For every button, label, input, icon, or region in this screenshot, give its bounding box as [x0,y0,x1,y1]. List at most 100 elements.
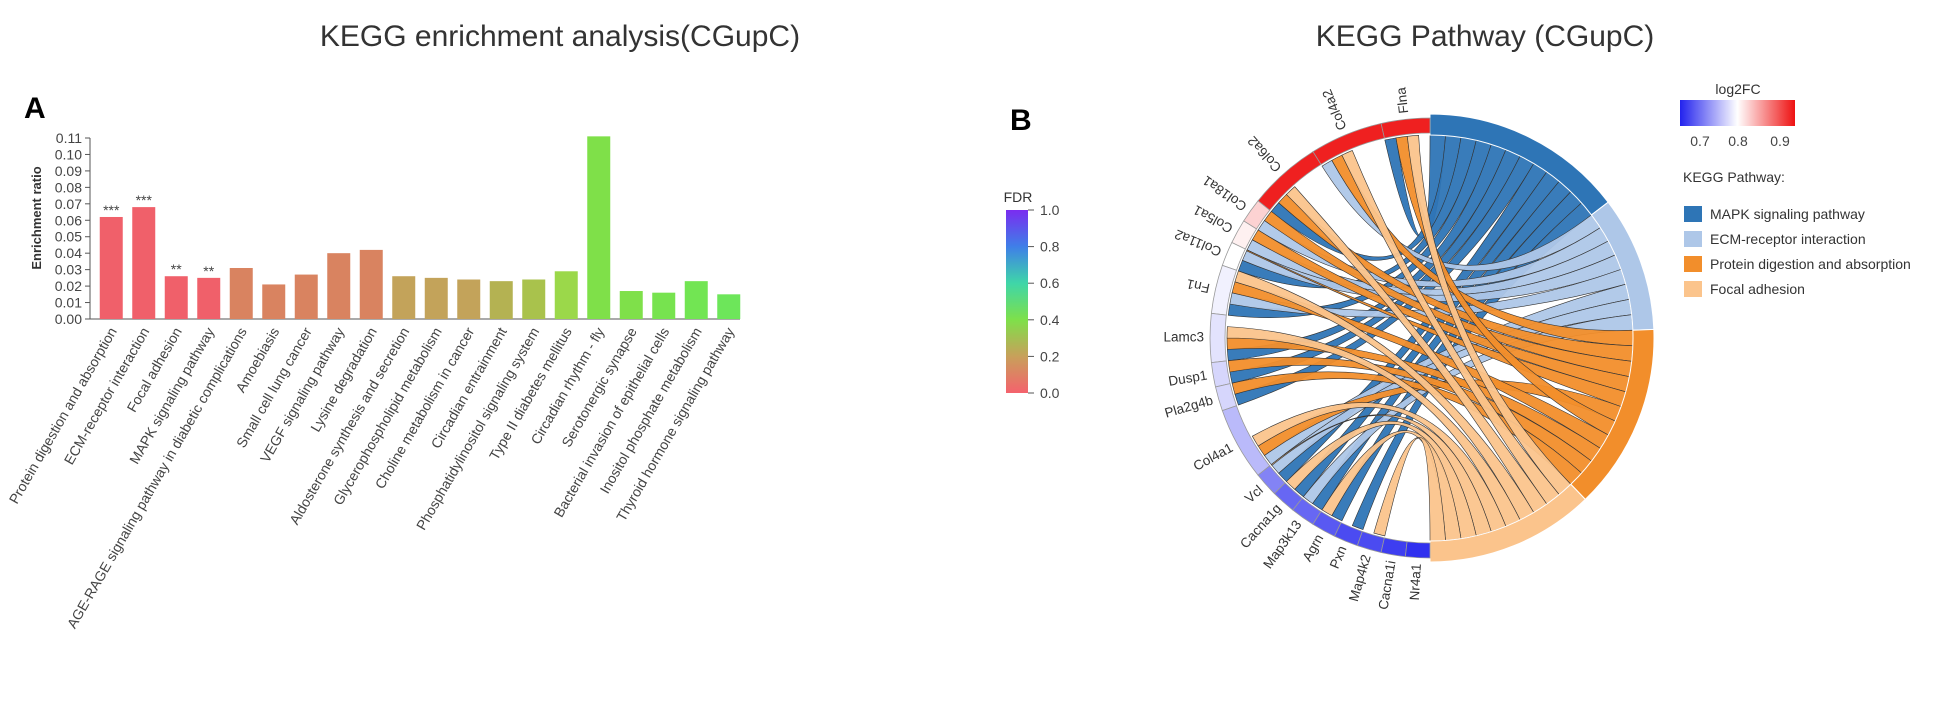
bar [327,253,351,319]
panel-a-title: KEGG enrichment analysis(CGupC) [320,20,800,53]
gene-label: Col4a1 [1191,440,1236,474]
y-tick-label: 0.00 [55,311,82,327]
fdr-tick-label: 0.4 [1040,312,1060,328]
gene-arc [1273,482,1303,511]
y-tick-label: 0.06 [55,212,82,228]
bar [164,276,188,319]
gene-label: Col5a1 [1191,202,1236,236]
chord-link [1286,186,1548,513]
bar [684,281,708,319]
gene-label: Flna [1393,86,1411,114]
gene-arc [1243,200,1271,230]
log2fc-legend-title: log2FC [1715,81,1760,97]
bar [392,276,416,319]
y-tick-label: 0.08 [55,179,82,195]
gene-label: Dusp1 [1167,368,1208,389]
gene-arc [1257,465,1286,495]
pathway-legend-swatch [1684,256,1702,272]
y-tick-label: 0.09 [55,163,82,179]
bar [717,294,741,319]
pathway-legend-swatch [1684,206,1702,222]
gene-arc [1312,123,1385,165]
pathway-legend-title: KEGG Pathway: [1683,169,1785,185]
pathway-legend-label: ECM-receptor interaction [1710,231,1866,247]
gene-label: Pla2g4b [1163,392,1215,420]
gene-arc [1215,383,1238,412]
gene-label: Col11a2 [1172,227,1223,260]
gene-label: Vcl [1242,482,1266,506]
gene-label: Nr4a1 [1407,563,1424,601]
gene-label: Col4a2 [1319,87,1349,132]
bar [522,279,546,319]
log2fc-tick-label: 0.8 [1728,133,1748,149]
log2fc-tick-label: 0.9 [1770,133,1790,149]
bar [99,216,123,319]
gene-arc [1380,117,1431,139]
chord-link [1373,437,1446,542]
chord-link [1406,135,1572,496]
gene-arc [1380,537,1408,558]
significance-label: *** [136,192,153,208]
y-tick-label: 0.11 [56,130,82,146]
bar [554,271,578,319]
gene-arc [1404,541,1431,559]
y-tick-label: 0.02 [55,278,82,294]
log2fc-legend-ticks: 0.7 0.8 0.9 [1690,133,1790,149]
gene-label: Cacna1i [1376,559,1399,610]
y-tick-label: 0.01 [55,295,82,311]
gene-arc [1292,497,1322,525]
gene-label: Lamc3 [1163,330,1204,345]
fdr-tick-label: 0.2 [1040,348,1060,364]
bar [132,207,156,319]
chord-link [1395,135,1616,436]
y-tick-label: 0.04 [55,245,82,261]
pathway-legend-swatch [1684,231,1702,247]
bar [294,274,318,319]
bar [229,267,253,319]
y-tick-label: 0.05 [55,229,82,245]
significance-label: ** [171,261,182,277]
bar [457,279,481,319]
panel-b-letter: B [1010,104,1032,137]
bar [489,281,513,319]
gene-arc [1221,405,1271,476]
chord-link [1341,150,1560,505]
gene-arc [1210,360,1231,388]
y-tick-label: 0.07 [55,196,82,212]
significance-label: ** [203,263,214,279]
gene-arc [1334,522,1363,547]
pathway-legend-label: MAPK signaling pathway [1710,206,1865,222]
fdr-colorbar-ticks: 1.0 0.8 0.6 0.4 0.2 0.0 [1028,202,1060,401]
log2fc-colorbar [1680,100,1795,126]
gene-arc [1221,242,1246,271]
bar [587,136,611,319]
chord-diagram: FlnaCol4a2Col6a2Col18a1Col5a1Col11a2Fn1L… [1163,86,1655,611]
bar [424,277,448,319]
gene-label: Fn1 [1185,276,1211,296]
y-tick-label: 0.10 [55,146,82,162]
pathway-legend: MAPK signaling pathway ECM-receptor inter… [1684,206,1911,297]
log2fc-tick-label: 0.7 [1690,133,1710,149]
bar [652,292,676,319]
fdr-tick-label: 0.8 [1040,239,1060,255]
y-axis-label: Enrichment ratio [29,166,44,269]
bar-chart: 0.000.010.020.030.040.050.060.070.080.09… [6,130,741,631]
bar [262,284,286,319]
significance-label: *** [103,202,120,218]
gene-arc [1209,312,1227,364]
fdr-colorbar-title: FDR [1004,189,1033,205]
gene-arc [1231,220,1257,250]
bar [197,277,221,319]
gene-label: Col6a2 [1245,133,1285,175]
fdr-tick-label: 0.0 [1040,385,1060,401]
pathway-legend-label: Focal adhesion [1710,281,1805,297]
panel-b-title: KEGG Pathway (CGupC) [1316,20,1654,53]
y-tick-label: 0.03 [55,262,82,278]
gene-label: Agrn [1299,532,1326,564]
chord-link [1234,270,1535,521]
fdr-tick-label: 1.0 [1040,202,1060,218]
bar [619,291,643,319]
pathway-legend-label: Protein digestion and absorption [1710,256,1911,272]
fdr-colorbar [1006,210,1028,393]
